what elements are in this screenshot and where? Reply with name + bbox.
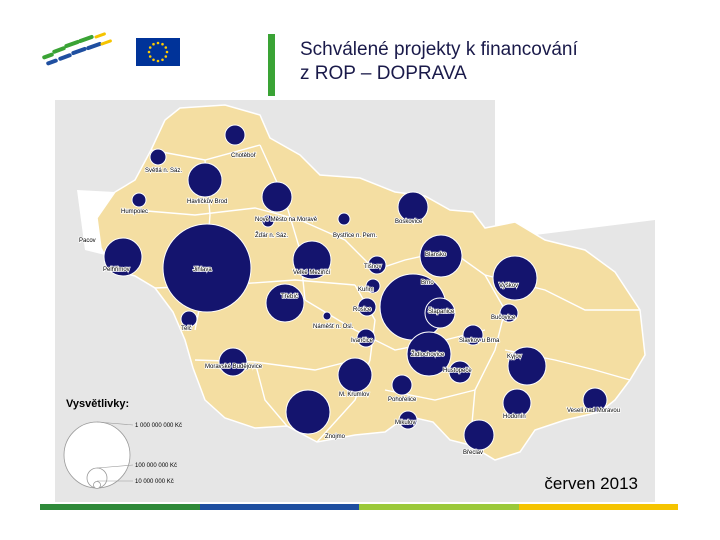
place-label: Bučovice — [491, 315, 516, 321]
place-label: Rosice — [353, 307, 372, 313]
legend-item: 100 000 000 Kč — [135, 463, 177, 469]
circle-boskovice — [397, 191, 429, 223]
circle-ivancice — [356, 328, 376, 348]
eu-flag-icon — [136, 38, 180, 66]
place-label: Boskovice — [395, 219, 423, 225]
place-label: Brno — [421, 280, 434, 286]
circle-znojmo — [285, 389, 331, 435]
place-label: M. Krumlov — [339, 392, 369, 398]
place-label: Tišnov — [364, 264, 381, 270]
place-label: Blansko — [425, 252, 447, 258]
circle-havlickuv-brod — [187, 162, 223, 198]
circle-zdar — [261, 214, 275, 228]
place-label: Šlapanice — [428, 308, 455, 315]
place-label: Moravské Budějovice — [205, 364, 263, 370]
place-label: Bystřice n. Pern. — [333, 233, 377, 239]
place-label: Nové Město na Moravě — [255, 217, 318, 223]
place-label: Světlá n. Sáz. — [145, 168, 182, 174]
place-label: Hodonín — [503, 414, 526, 420]
circle-pelhrimov — [103, 237, 143, 277]
circle-tisnov — [367, 255, 387, 275]
region-map: Chotěboř Světlá n. Sáz. Havlíčkův Brod N… — [55, 100, 655, 502]
place-label: Břeclav — [463, 450, 483, 456]
circle-humpolec — [131, 192, 147, 208]
circle-zidlochovice — [406, 331, 452, 377]
legend-item: 1 000 000 000 Kč — [135, 423, 182, 429]
circle-bystrice — [337, 212, 351, 226]
circle-velke-mezirici — [292, 240, 332, 280]
place-label: Jihlava — [193, 267, 212, 273]
circle-svetla — [149, 148, 167, 166]
place-label: Chotěboř — [231, 153, 257, 159]
date-label: červen 2013 — [544, 474, 638, 493]
circle-hodonin — [502, 388, 532, 418]
footer-segment — [518, 504, 678, 510]
legend-circle-small — [93, 481, 101, 489]
page-title: Schválené projekty k financování z ROP –… — [300, 39, 578, 84]
place-label: Slavkov u Brna — [459, 338, 500, 344]
circle-rosice — [357, 297, 377, 317]
circle-veseli — [582, 387, 608, 413]
legend-item: 10 000 000 Kč — [135, 479, 174, 485]
circle-nove-mesto — [261, 181, 293, 213]
place-label: Pacov — [79, 238, 96, 244]
circle-mor-budejovice — [218, 347, 248, 377]
circle-hustopece — [448, 360, 472, 384]
footer-segment — [359, 504, 519, 510]
footer-segment — [199, 504, 359, 510]
place-label: Ivančice — [351, 338, 374, 344]
footer-stripe — [40, 504, 678, 514]
circle-chotebor — [224, 124, 246, 146]
circle-bucovice — [499, 303, 519, 323]
place-label: Kyjov — [507, 354, 522, 360]
circle-kurim — [365, 278, 381, 294]
place-label: Pohořelice — [388, 397, 417, 403]
circle-namest — [322, 311, 332, 321]
circle-blansko — [419, 234, 463, 278]
circle-jihlava — [162, 223, 252, 313]
circle-slapanice — [424, 297, 456, 329]
circle-slavkov — [462, 324, 484, 346]
place-label: Veselí nad Moravou — [567, 408, 620, 414]
place-label: Židlochovice — [411, 350, 445, 358]
place-label: Velké Meziříčí — [293, 270, 331, 276]
legend-title: Vysvětlivky: — [66, 398, 130, 410]
place-label: Pelhřimov — [103, 267, 130, 273]
circle-trebic — [265, 283, 305, 323]
circle-kyjov — [507, 346, 547, 386]
circle-pohorelice — [391, 374, 413, 396]
place-label: Třebíč — [281, 294, 298, 300]
circle-m-krumlov — [337, 357, 373, 393]
rop-logo-icon — [42, 32, 112, 66]
place-label: Telč — [181, 326, 192, 332]
place-label: Vyškov — [499, 283, 518, 289]
place-label: Náměšť n. Osl. — [313, 324, 354, 330]
accent-bar — [268, 34, 275, 96]
footer-segment — [40, 504, 200, 510]
place-label: Havlíčkův Brod — [187, 198, 227, 205]
circle-breclav — [463, 419, 495, 451]
place-label: Znojmo — [325, 434, 346, 440]
place-label: Hustopeče — [443, 368, 472, 374]
circle-vyskov — [492, 255, 538, 301]
place-label: Humpolec — [121, 209, 148, 215]
circle-telc — [180, 310, 198, 328]
place-label: Žďár n. Sáz. — [255, 231, 288, 239]
place-label: Mikulov — [395, 420, 415, 426]
place-label: Kuřim — [358, 287, 374, 293]
circle-mikulov — [398, 410, 418, 430]
